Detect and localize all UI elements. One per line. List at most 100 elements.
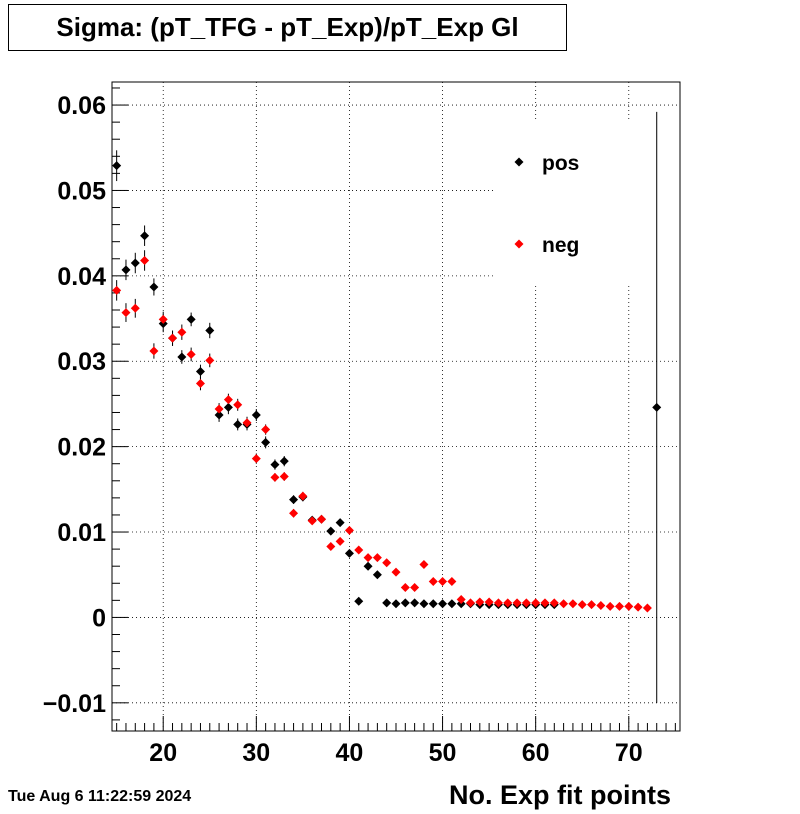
pos-data-point: [233, 419, 243, 429]
pos-data-point: [289, 495, 299, 505]
neg-data-point: [121, 308, 131, 318]
neg-data-point: [475, 597, 485, 607]
x-axis-label: No. Exp fit points: [449, 780, 671, 810]
neg-data-point: [419, 559, 429, 569]
neg-data-point: [568, 599, 578, 609]
pos-data-point: [326, 526, 336, 536]
neg-data-point: [512, 598, 522, 608]
x-tick-label: 60: [522, 739, 550, 767]
x-tick-label: 30: [242, 739, 270, 767]
pos-data-point: [177, 352, 187, 362]
neg-data-point: [633, 602, 643, 612]
neg-data-point: [251, 454, 261, 464]
neg-data-point: [140, 255, 150, 265]
pos-data-point: [261, 437, 271, 447]
legend-marker-pos: [514, 157, 524, 167]
neg-data-point: [577, 600, 587, 610]
neg-data-point: [521, 598, 531, 608]
neg-data-point: [195, 378, 205, 388]
neg-data-point: [493, 598, 503, 608]
timestamp: Tue Aug 6 11:22:59 2024: [8, 788, 192, 805]
neg-data-point: [642, 603, 652, 613]
y-tick-label: −0.01: [43, 690, 106, 718]
neg-data-point: [549, 598, 559, 608]
neg-data-point: [214, 404, 224, 414]
pos-data-point: [186, 314, 196, 324]
x-tick-label: 50: [429, 739, 457, 767]
pos-data-point: [223, 402, 233, 412]
neg-data-point: [484, 597, 494, 607]
neg-data-point: [363, 553, 373, 563]
pos-data-point: [438, 599, 448, 609]
neg-data-point: [540, 598, 550, 608]
pos-data-point: [251, 410, 261, 420]
neg-data-point: [344, 525, 354, 535]
pos-data-point: [447, 599, 457, 609]
neg-data-point: [382, 558, 392, 568]
pos-data-point: [205, 325, 215, 335]
neg-data-point: [158, 314, 168, 324]
neg-data-point: [391, 567, 401, 577]
x-tick-label: 70: [615, 739, 643, 767]
pos-data-point: [372, 570, 382, 580]
y-tick-label: 0.02: [57, 434, 106, 462]
pos-data-point: [400, 598, 410, 608]
pos-data-point: [419, 599, 429, 609]
pos-data-point: [130, 258, 140, 268]
legend-marker-neg: [514, 239, 524, 249]
pos-data-point: [149, 282, 159, 292]
y-tick-label: 0.05: [57, 177, 106, 205]
chart-title: Sigma: (pT_TFG - pT_Exp)/pT_Exp Gl: [8, 4, 567, 51]
neg-data-point: [149, 346, 159, 356]
neg-data-point: [130, 303, 140, 313]
neg-data-point: [317, 514, 327, 524]
y-tick-label: 0.01: [57, 519, 106, 547]
pos-data-point: [140, 231, 150, 241]
pos-data-point: [270, 460, 280, 470]
neg-data-point: [614, 601, 624, 611]
neg-data-point: [447, 577, 457, 587]
plot-frame: [111, 81, 681, 732]
neg-data-point: [410, 583, 420, 593]
neg-data-point: [289, 508, 299, 518]
pos-data-point: [363, 561, 373, 571]
neg-data-point: [112, 285, 122, 295]
neg-data-point: [400, 583, 410, 593]
pos-data-point: [391, 599, 401, 609]
neg-data-point: [465, 598, 475, 608]
y-tick-label: 0.03: [57, 348, 106, 376]
neg-data-point: [438, 577, 448, 587]
legend-box: [496, 122, 680, 284]
pos-data-point: [344, 548, 354, 558]
x-tick-label: 40: [336, 739, 364, 767]
pos-data-point: [410, 598, 420, 608]
legend-label-pos: pos: [542, 152, 579, 175]
pos-data-point: [382, 598, 392, 608]
y-tick-label: 0.04: [57, 263, 106, 291]
pos-data-point: [279, 456, 289, 466]
neg-data-point: [270, 472, 280, 482]
neg-data-point: [177, 327, 187, 337]
neg-data-point: [205, 355, 215, 365]
neg-data-point: [596, 600, 606, 610]
pos-data-point: [335, 518, 345, 528]
neg-data-point: [279, 472, 289, 482]
y-tick-label: 0: [92, 604, 106, 632]
x-tick-label: 20: [149, 739, 177, 767]
neg-data-point: [559, 599, 569, 609]
y-tick-label: 0.06: [57, 92, 106, 120]
pos-data-point: [652, 402, 662, 412]
pos-data-point: [195, 366, 205, 376]
neg-data-point: [326, 542, 336, 552]
neg-data-point: [428, 577, 438, 587]
neg-data-point: [298, 491, 308, 501]
neg-data-point: [242, 418, 252, 428]
neg-data-point: [372, 553, 382, 563]
neg-data-point: [503, 598, 513, 608]
neg-data-point: [168, 333, 178, 343]
pos-data-point: [121, 265, 131, 275]
neg-data-point: [605, 601, 615, 611]
neg-data-point: [261, 425, 271, 435]
neg-data-point: [223, 395, 233, 405]
neg-data-point: [624, 601, 634, 611]
